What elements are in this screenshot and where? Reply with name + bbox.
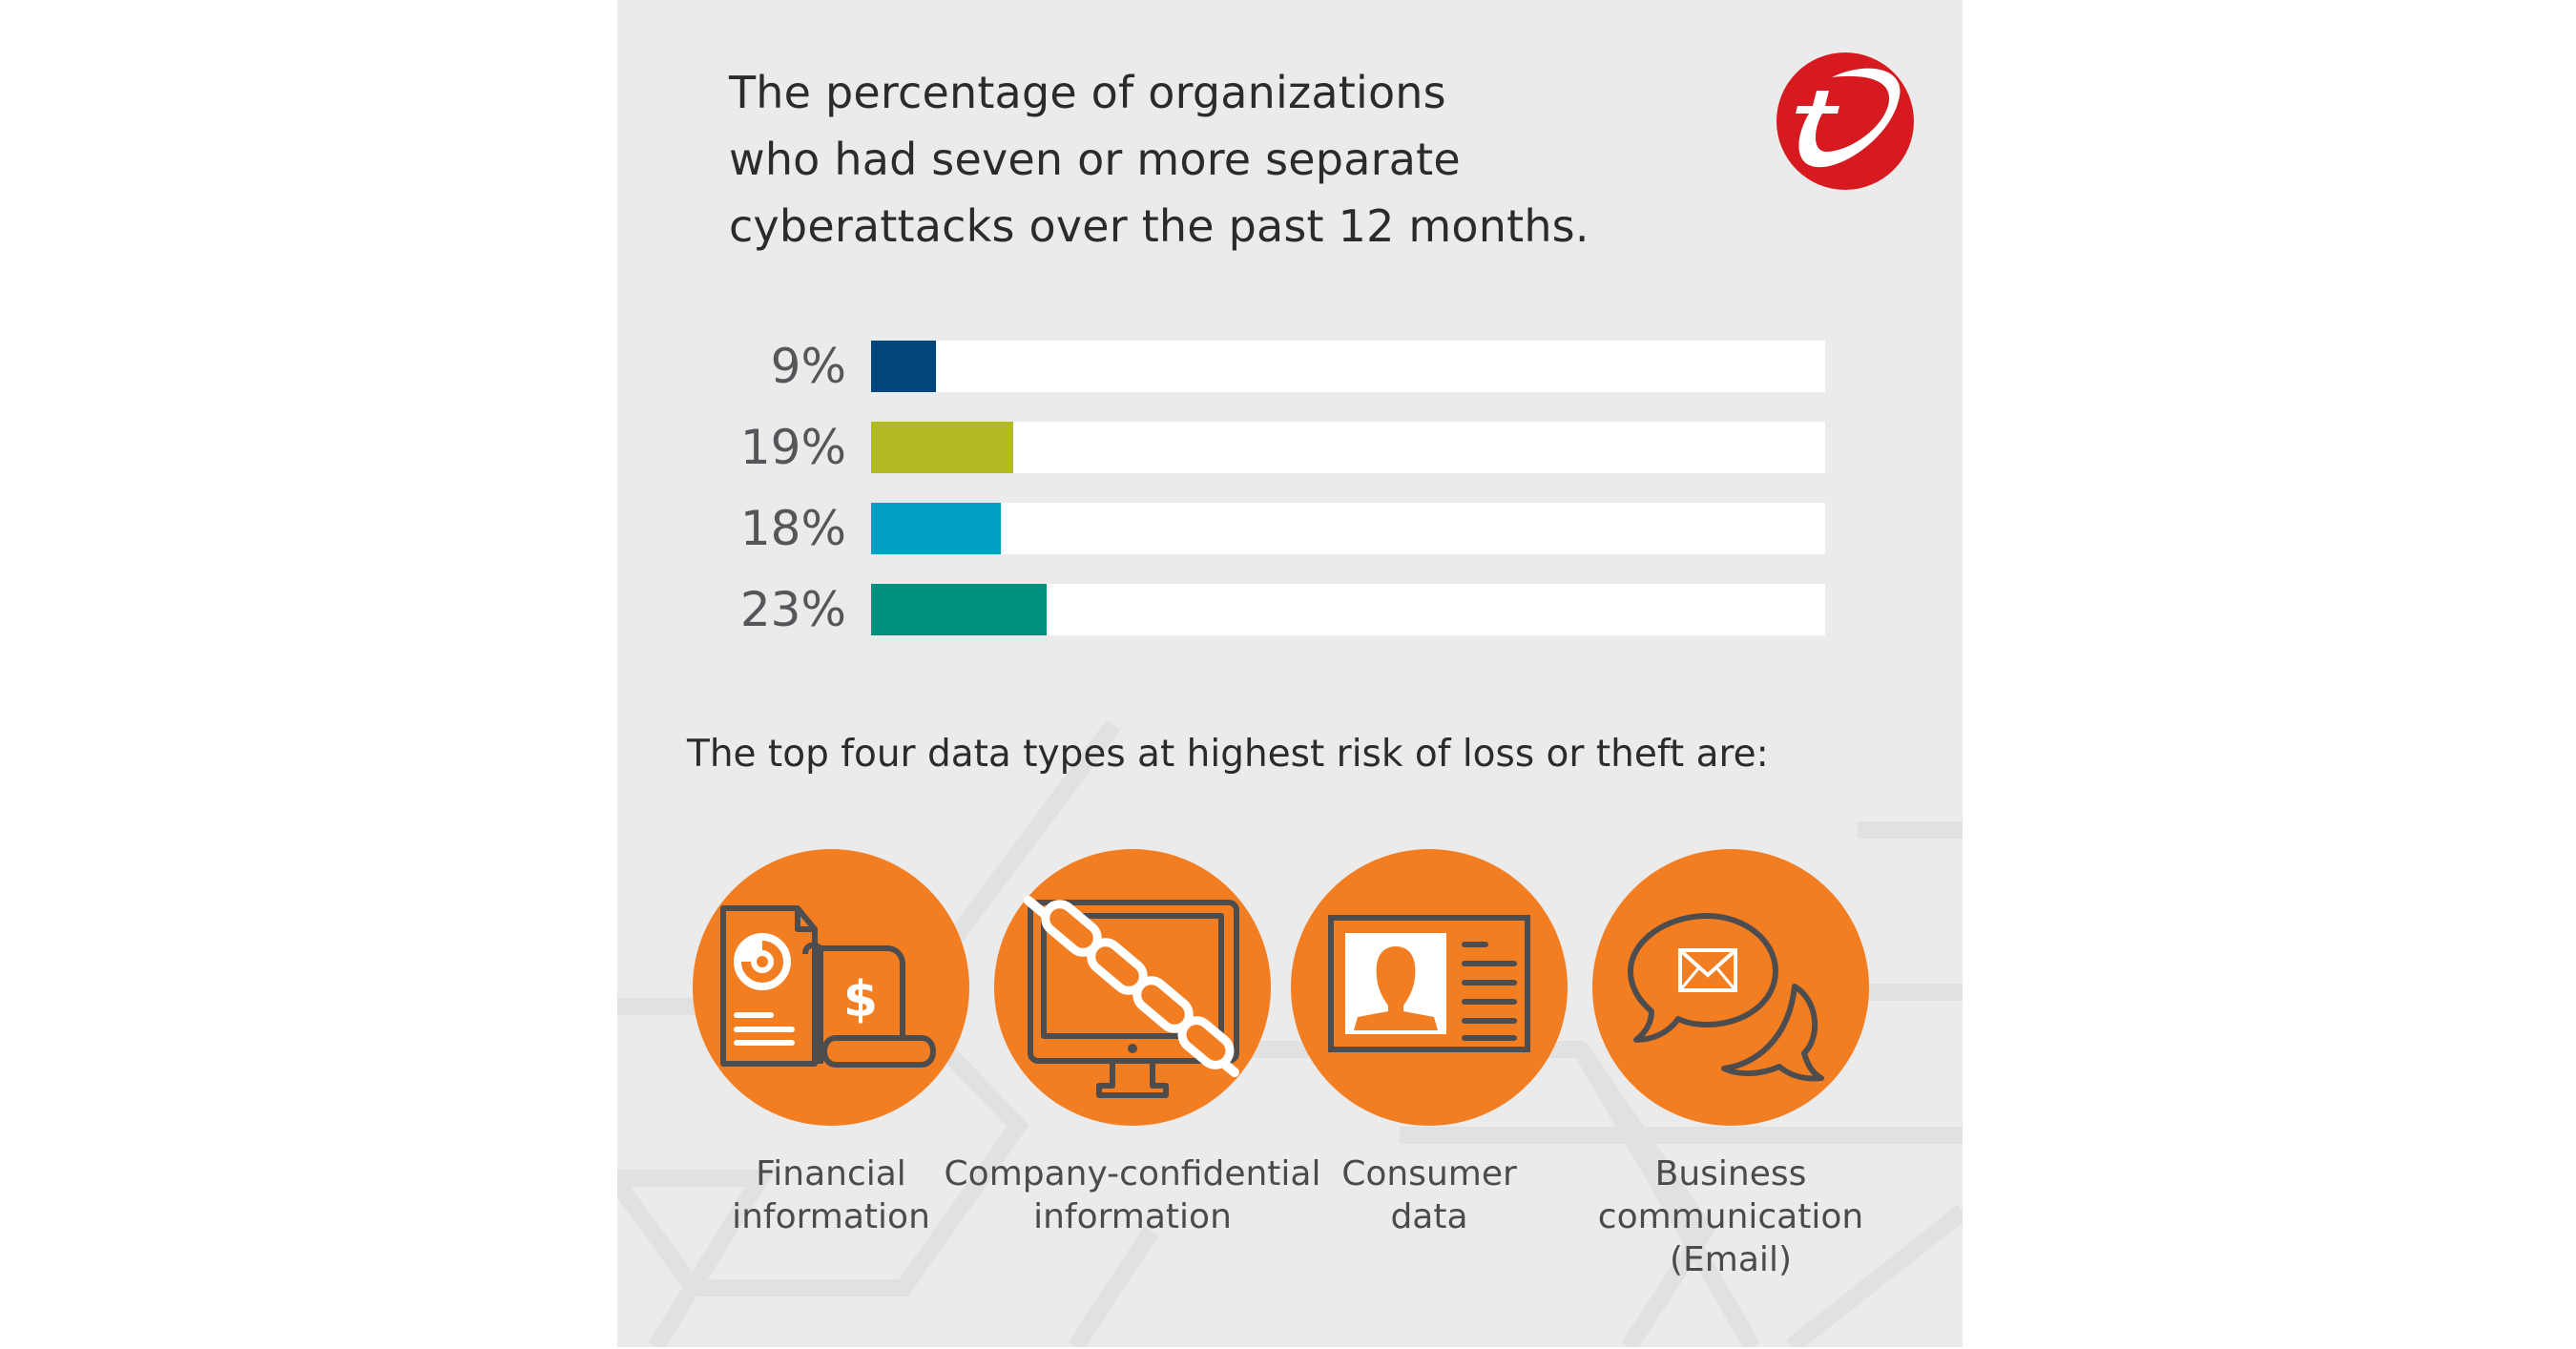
title-line: The percentage of organizations [729, 67, 1446, 118]
bar-value-label: 18% [739, 501, 846, 556]
bar-row: 23% [617, 584, 1963, 635]
bar-track [871, 503, 1825, 554]
bar-row: 18% [617, 503, 1963, 554]
data-type-caption: Consumer data [1341, 1154, 1517, 1236]
bar-track [871, 341, 1825, 392]
bar-fill-teal [871, 584, 1047, 635]
data-type-caption: Business communication (Email) [1597, 1154, 1864, 1279]
icon-circle [1291, 849, 1568, 1126]
icon-circle: $ [693, 849, 969, 1126]
email-chat-bubbles-icon [1628, 913, 1824, 1082]
infographic-panel: The percentage of organizations who had … [617, 0, 1963, 1347]
bar-fill-navy [871, 341, 936, 392]
bar-fill-cyan [871, 503, 1001, 554]
bar-value-label: 23% [739, 582, 846, 637]
section-subheading: The top four data types at highest risk … [687, 733, 1769, 776]
bar-track [871, 584, 1825, 635]
icon-circle [1592, 849, 1869, 1126]
title-line: cyberattacks over the past 12 months. [729, 200, 1589, 252]
data-type-caption: Financial information [732, 1154, 930, 1236]
bar-value-label: 9% [770, 339, 846, 394]
bar-row: 19% [617, 422, 1963, 473]
chained-monitor-icon [1024, 896, 1239, 1098]
trend-micro-logo-icon [1776, 52, 1914, 190]
chart-title: The percentage of organizations who had … [729, 59, 1589, 259]
title-line: who had seven or more separate [729, 134, 1461, 185]
icon-circle [994, 849, 1271, 1126]
financial-document-icon: $ [720, 905, 936, 1068]
bar-fill-olive [871, 422, 1013, 473]
data-types-row: $ Financial information [617, 849, 1963, 1345]
svg-text:$: $ [843, 971, 878, 1028]
data-type-caption: Company-confidential information [944, 1154, 1321, 1236]
bar-value-label: 19% [739, 420, 846, 475]
id-card-icon [1328, 915, 1530, 1052]
bar-row: 9% [617, 341, 1963, 392]
bar-track [871, 422, 1825, 473]
